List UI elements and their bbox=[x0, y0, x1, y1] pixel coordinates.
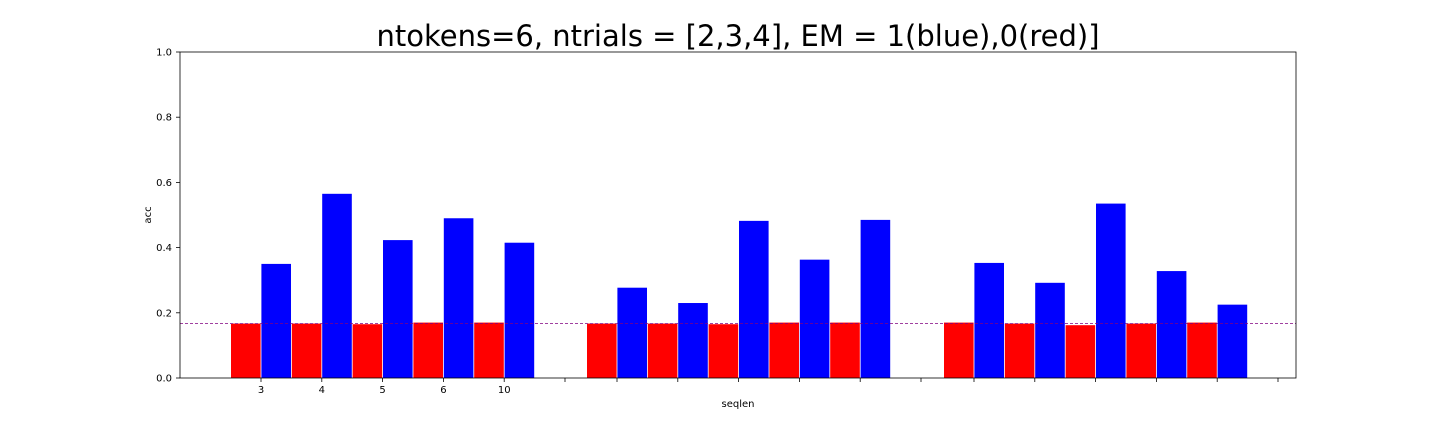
bar-em1 bbox=[1096, 203, 1126, 378]
plot-frame bbox=[179, 51, 1297, 379]
y-tick-label: 1.0 bbox=[156, 48, 172, 59]
bar-em1 bbox=[739, 220, 769, 378]
bar-em0 bbox=[1065, 325, 1096, 378]
bar-em1 bbox=[1217, 304, 1248, 378]
y-tick-label: 0.4 bbox=[156, 243, 172, 254]
bars-layer bbox=[231, 193, 1248, 378]
x-axis: 3 4 5 6 10 bbox=[258, 378, 1279, 396]
bar-em0 bbox=[769, 322, 799, 378]
bar-em1 bbox=[678, 303, 708, 378]
bar-em0 bbox=[944, 322, 974, 378]
x-tick-label: 6 bbox=[440, 385, 446, 396]
bar-em0 bbox=[1187, 322, 1217, 378]
bar-em1 bbox=[974, 262, 1004, 378]
y-tick-label: 0.0 bbox=[156, 374, 172, 385]
bar-em0 bbox=[647, 323, 678, 378]
x-tick-label: 3 bbox=[258, 385, 264, 396]
y-tick-label: 0.8 bbox=[156, 113, 172, 124]
chart-title: ntokens=6, ntrials = [2,3,4], EM = 1(blu… bbox=[376, 19, 1099, 53]
y-axis: 0.0 0.2 0.4 0.6 0.8 1.0 bbox=[156, 48, 180, 385]
x-tick-label: 10 bbox=[498, 385, 511, 396]
bar-em1 bbox=[383, 240, 413, 378]
x-tick-label: 5 bbox=[379, 385, 385, 396]
bar-em1 bbox=[504, 242, 535, 378]
bar-em0 bbox=[587, 323, 617, 378]
y-tick-label: 0.6 bbox=[156, 178, 172, 189]
bar-em1 bbox=[322, 193, 352, 378]
bar-em1 bbox=[617, 287, 647, 378]
bar-em0 bbox=[708, 324, 739, 378]
bar-em1 bbox=[860, 219, 891, 378]
bar-em0 bbox=[1004, 323, 1035, 378]
bar-em0 bbox=[474, 322, 504, 378]
bar-em0 bbox=[830, 322, 860, 378]
y-axis-label: acc bbox=[143, 206, 154, 223]
x-axis-label: seqlen bbox=[722, 399, 755, 410]
x-tick-label: 4 bbox=[319, 385, 325, 396]
bar-em1 bbox=[443, 218, 474, 378]
bar-em1 bbox=[799, 259, 830, 378]
y-tick-label: 0.2 bbox=[156, 308, 172, 319]
bar-em0 bbox=[1126, 323, 1156, 378]
bar-em0 bbox=[231, 323, 261, 378]
bar-em1 bbox=[1035, 282, 1065, 378]
bar-em1 bbox=[1156, 271, 1187, 378]
bar-em0 bbox=[413, 322, 443, 378]
bar-em1 bbox=[261, 263, 291, 378]
bar-em0 bbox=[352, 324, 383, 378]
bar-em0 bbox=[291, 323, 322, 378]
